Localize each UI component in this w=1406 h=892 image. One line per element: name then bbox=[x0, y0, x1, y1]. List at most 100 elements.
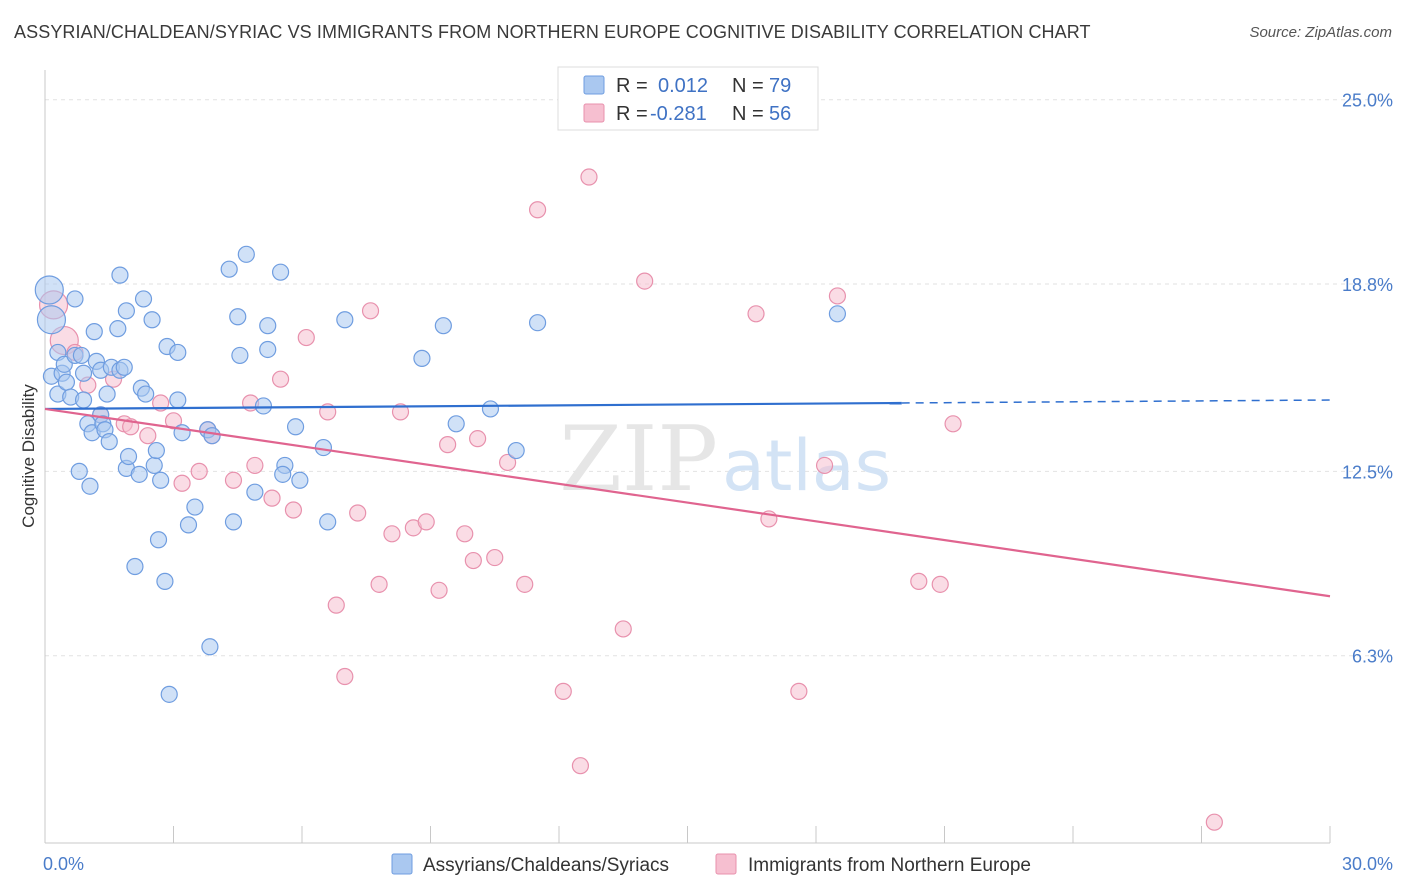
data-point-assyrians bbox=[70, 462, 88, 480]
data-point-immigrants bbox=[516, 575, 534, 593]
legend-n-label-1: N = bbox=[732, 75, 764, 97]
y-tick-label: 6.3% bbox=[1352, 647, 1393, 667]
data-point-assyrians bbox=[528, 314, 547, 332]
data-point-immigrants bbox=[370, 575, 388, 593]
legend-n-label-2: N = bbox=[732, 103, 764, 125]
legend-swatch-blue bbox=[583, 75, 605, 95]
data-point-immigrants bbox=[173, 474, 191, 492]
data-point-assyrians bbox=[74, 364, 93, 382]
data-point-assyrians bbox=[224, 513, 243, 531]
data-point-assyrians bbox=[314, 438, 333, 457]
legend-r-value-2: -0.281 bbox=[650, 103, 707, 125]
data-point-assyrians bbox=[237, 245, 255, 263]
data-point-assyrians bbox=[434, 317, 452, 335]
data-point-assyrians bbox=[34, 275, 64, 305]
data-point-assyrians bbox=[36, 305, 67, 335]
data-point-immigrants bbox=[297, 328, 315, 347]
data-point-assyrians bbox=[145, 456, 163, 475]
data-point-assyrians bbox=[481, 400, 500, 418]
bottom-legend-swatch-blue bbox=[391, 853, 413, 875]
x-tick-label-max: 30.0% bbox=[1342, 854, 1393, 874]
data-point-assyrians bbox=[413, 349, 431, 367]
data-point-assyrians bbox=[152, 471, 170, 489]
data-point-immigrants bbox=[246, 456, 264, 475]
data-point-assyrians bbox=[220, 260, 238, 278]
data-point-assyrians bbox=[66, 290, 84, 308]
data-point-assyrians bbox=[231, 346, 249, 365]
data-point-immigrants bbox=[910, 572, 928, 590]
data-point-immigrants bbox=[499, 453, 517, 472]
data-point-assyrians bbox=[201, 638, 219, 656]
series-legend: Assyrians/Chaldeans/Syriacs Immigrants f… bbox=[391, 853, 1031, 876]
data-point-immigrants bbox=[790, 682, 808, 700]
data-point-immigrants bbox=[164, 412, 183, 430]
data-point-immigrants bbox=[614, 620, 632, 638]
data-point-immigrants bbox=[271, 370, 290, 388]
data-point-immigrants bbox=[349, 504, 367, 522]
data-point-assyrians bbox=[246, 483, 264, 501]
data-point-assyrians bbox=[130, 465, 148, 483]
data-point-assyrians bbox=[143, 311, 161, 329]
legend-r-label-2: R = bbox=[616, 103, 648, 125]
data-point-assyrians bbox=[156, 572, 174, 590]
data-point-assyrians bbox=[160, 685, 178, 703]
chart-title: ASSYRIAN/CHALDEAN/SYRIAC VS IMMIGRANTS F… bbox=[14, 22, 1091, 42]
data-point-assyrians bbox=[319, 513, 337, 531]
data-point-immigrants bbox=[469, 430, 487, 448]
data-point-immigrants bbox=[139, 427, 157, 445]
bottom-legend-swatch-pink bbox=[715, 853, 737, 875]
y-tick-label: 25.0% bbox=[1342, 91, 1393, 111]
data-point-assyrians bbox=[254, 397, 273, 415]
data-point-immigrants bbox=[931, 575, 949, 593]
data-point-immigrants bbox=[284, 501, 303, 519]
data-point-assyrians bbox=[119, 447, 138, 466]
data-point-assyrians bbox=[149, 531, 168, 549]
data-point-assyrians bbox=[85, 323, 103, 341]
x-tick-label-min: 0.0% bbox=[43, 854, 84, 874]
data-point-immigrants bbox=[263, 489, 281, 507]
data-point-immigrants bbox=[571, 757, 590, 775]
data-point-immigrants bbox=[554, 682, 572, 700]
data-point-immigrants bbox=[417, 513, 435, 531]
data-point-immigrants bbox=[528, 201, 547, 219]
legend-n-value-2: 56 bbox=[769, 103, 791, 125]
data-point-immigrants bbox=[456, 525, 474, 543]
data-point-assyrians bbox=[115, 358, 133, 376]
data-point-assyrians bbox=[203, 427, 221, 445]
data-point-immigrants bbox=[1205, 813, 1223, 831]
y-axis-label: Cognitive Disability bbox=[19, 384, 38, 528]
legend-r-label-1: R = bbox=[616, 75, 648, 97]
data-point-immigrants bbox=[190, 462, 208, 480]
y-tick-label: 18.8% bbox=[1342, 275, 1393, 295]
y-tick-label: 12.5% bbox=[1342, 462, 1393, 482]
bottom-legend-label-1: Assyrians/Chaldeans/Syriacs bbox=[423, 855, 669, 876]
data-point-assyrians bbox=[274, 465, 292, 483]
data-point-immigrants bbox=[224, 471, 243, 489]
data-point-assyrians bbox=[507, 441, 525, 460]
correlation-legend: R = 0.012 N = 79 R = -0.281 N = 56 bbox=[557, 66, 819, 131]
data-point-immigrants bbox=[152, 394, 170, 412]
data-point-assyrians bbox=[447, 415, 465, 433]
data-point-immigrants bbox=[636, 272, 654, 290]
source-label: Source: ZipAtlas.com bbox=[1249, 24, 1392, 41]
data-point-assyrians bbox=[259, 340, 277, 359]
data-point-immigrants bbox=[383, 525, 401, 543]
data-point-assyrians bbox=[137, 385, 155, 403]
data-point-assyrians bbox=[336, 311, 354, 329]
data-point-immigrants bbox=[439, 436, 457, 454]
data-point-immigrants bbox=[944, 415, 962, 433]
data-point-immigrants bbox=[747, 305, 765, 323]
data-point-assyrians bbox=[74, 391, 93, 409]
data-point-assyrians bbox=[147, 441, 165, 460]
axes bbox=[44, 70, 1331, 844]
watermark-atlas: atlas bbox=[722, 425, 891, 507]
trend-line-assyrians-extension bbox=[901, 399, 1331, 404]
grid-lines bbox=[45, 99, 1392, 657]
bottom-legend-label-2: Immigrants from Northern Europe bbox=[748, 855, 1031, 876]
data-point-assyrians bbox=[98, 385, 116, 403]
data-point-immigrants bbox=[486, 548, 504, 567]
data-point-immigrants bbox=[327, 596, 345, 614]
data-point-assyrians bbox=[81, 477, 99, 495]
trend-line-immigrants bbox=[44, 407, 1331, 598]
